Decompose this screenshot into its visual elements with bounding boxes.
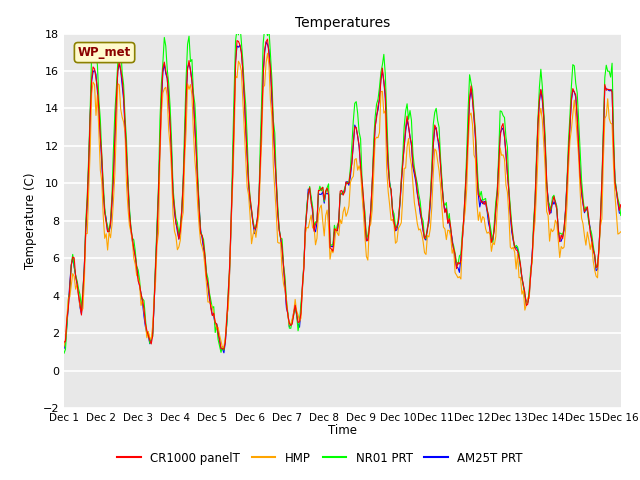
AM25T PRT xyxy=(617,210,625,216)
HMP xyxy=(264,50,271,56)
Line: NR01 PRT: NR01 PRT xyxy=(64,24,621,353)
CR1000 panelT xyxy=(349,140,357,145)
HMP xyxy=(219,345,227,350)
CR1000 panelT xyxy=(60,339,68,345)
CR1000 panelT xyxy=(460,214,468,220)
CR1000 panelT xyxy=(543,176,550,182)
Line: CR1000 panelT: CR1000 panelT xyxy=(64,39,621,349)
NR01 PRT xyxy=(236,21,244,26)
HMP xyxy=(60,344,68,349)
Line: AM25T PRT: AM25T PRT xyxy=(64,42,621,353)
AM25T PRT xyxy=(79,292,87,298)
HMP xyxy=(349,173,357,179)
Line: HMP: HMP xyxy=(64,53,621,348)
NR01 PRT xyxy=(60,350,68,356)
AM25T PRT xyxy=(349,143,357,148)
HMP xyxy=(616,230,623,236)
HMP xyxy=(543,209,550,215)
NR01 PRT xyxy=(79,287,87,292)
CR1000 panelT xyxy=(616,207,623,213)
X-axis label: Time: Time xyxy=(328,424,357,437)
CR1000 panelT xyxy=(97,134,104,140)
CR1000 panelT xyxy=(79,289,87,295)
AM25T PRT xyxy=(220,350,228,356)
AM25T PRT xyxy=(543,183,550,189)
Text: WP_met: WP_met xyxy=(78,46,131,59)
NR01 PRT xyxy=(614,195,621,201)
Y-axis label: Temperature (C): Temperature (C) xyxy=(24,172,37,269)
NR01 PRT xyxy=(348,143,356,149)
CR1000 panelT xyxy=(264,36,271,42)
AM25T PRT xyxy=(616,210,623,216)
HMP xyxy=(617,229,625,235)
Title: Temperatures: Temperatures xyxy=(295,16,390,30)
CR1000 panelT xyxy=(617,202,625,207)
NR01 PRT xyxy=(541,133,549,139)
NR01 PRT xyxy=(458,229,466,235)
HMP xyxy=(460,219,468,225)
NR01 PRT xyxy=(617,213,625,218)
AM25T PRT xyxy=(60,346,68,351)
CR1000 panelT xyxy=(220,347,228,352)
NR01 PRT xyxy=(97,117,104,122)
HMP xyxy=(97,168,104,173)
HMP xyxy=(79,306,87,312)
AM25T PRT xyxy=(460,218,468,224)
AM25T PRT xyxy=(97,133,104,139)
Legend: CR1000 panelT, HMP, NR01 PRT, AM25T PRT: CR1000 panelT, HMP, NR01 PRT, AM25T PRT xyxy=(113,447,527,469)
AM25T PRT xyxy=(262,39,270,45)
